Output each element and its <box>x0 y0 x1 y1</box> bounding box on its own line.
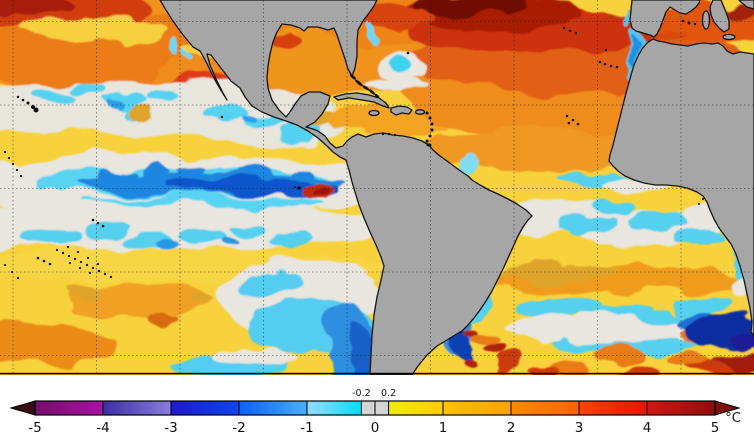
colorbar-segment <box>388 401 443 415</box>
colorbar-tick-label: -1 <box>300 420 313 436</box>
colorbar-segment <box>579 401 647 415</box>
land-sardinia <box>701 10 711 30</box>
islands-atlantic <box>406 19 704 205</box>
land-puerto-rico <box>414 109 426 115</box>
colorbar-threshold-label: 0.2 <box>381 388 396 399</box>
land-africa <box>608 38 754 337</box>
land-balkans-corner <box>738 0 754 10</box>
colorbar-segment <box>239 401 307 415</box>
islands-pacific <box>3 115 301 280</box>
land-italy <box>709 0 730 33</box>
colorbar-tick-label: 1 <box>439 420 448 436</box>
gridlines <box>0 0 754 375</box>
colorbar-tick-label: 2 <box>507 420 516 436</box>
colorbar-tick-label: -4 <box>96 420 109 436</box>
colorbar-tick-label: -3 <box>164 420 177 436</box>
colorbar-segment <box>103 401 171 415</box>
colorbar-ticks <box>34 401 716 415</box>
colorbar-tick-label: 3 <box>575 420 584 436</box>
land-layer <box>159 0 754 375</box>
land-sicily <box>722 33 736 41</box>
colorbar-tick-label: 0 <box>371 420 380 436</box>
land-americas <box>159 0 533 375</box>
colorbar-left-arrow <box>9 400 36 416</box>
colorbar-labels: -5 -4 -3 -2 -1 0 1 2 3 4 5 <box>28 420 719 436</box>
islands-layer <box>3 19 704 280</box>
colorbar-tick-label: 4 <box>643 420 652 436</box>
colorbar: -5 -4 -3 -2 -1 0 1 2 3 4 5 -0.2 0.2 °C <box>9 388 741 436</box>
islands-lesser-antilles <box>381 111 434 147</box>
land-hispaniola <box>390 105 413 116</box>
colorbar-tick-label: 5 <box>711 420 720 436</box>
islands-bahamas <box>349 74 380 99</box>
land-cuba <box>333 92 390 109</box>
colorbar-segments <box>35 401 715 415</box>
sst-anomaly-map <box>0 0 754 375</box>
islands-hawaii <box>16 95 39 113</box>
colorbar-threshold-label: -0.2 <box>352 388 371 399</box>
land-iberia-europe <box>629 0 701 38</box>
colorbar-segment <box>511 401 579 415</box>
map-bottom-border <box>0 372 754 375</box>
land-jamaica <box>368 109 380 117</box>
colorbar-unit: °C <box>725 411 741 426</box>
colorbar-segment <box>171 401 239 415</box>
colorbar-tick-label: -2 <box>232 420 245 436</box>
colorbar-segment <box>307 401 362 415</box>
colorbar-tick-label: -5 <box>28 420 41 436</box>
colorbar-segment <box>443 401 511 415</box>
colorbar-segment <box>35 401 103 415</box>
colorbar-threshold-labels: -0.2 0.2 <box>352 388 396 399</box>
colorbar-segment <box>647 401 715 415</box>
